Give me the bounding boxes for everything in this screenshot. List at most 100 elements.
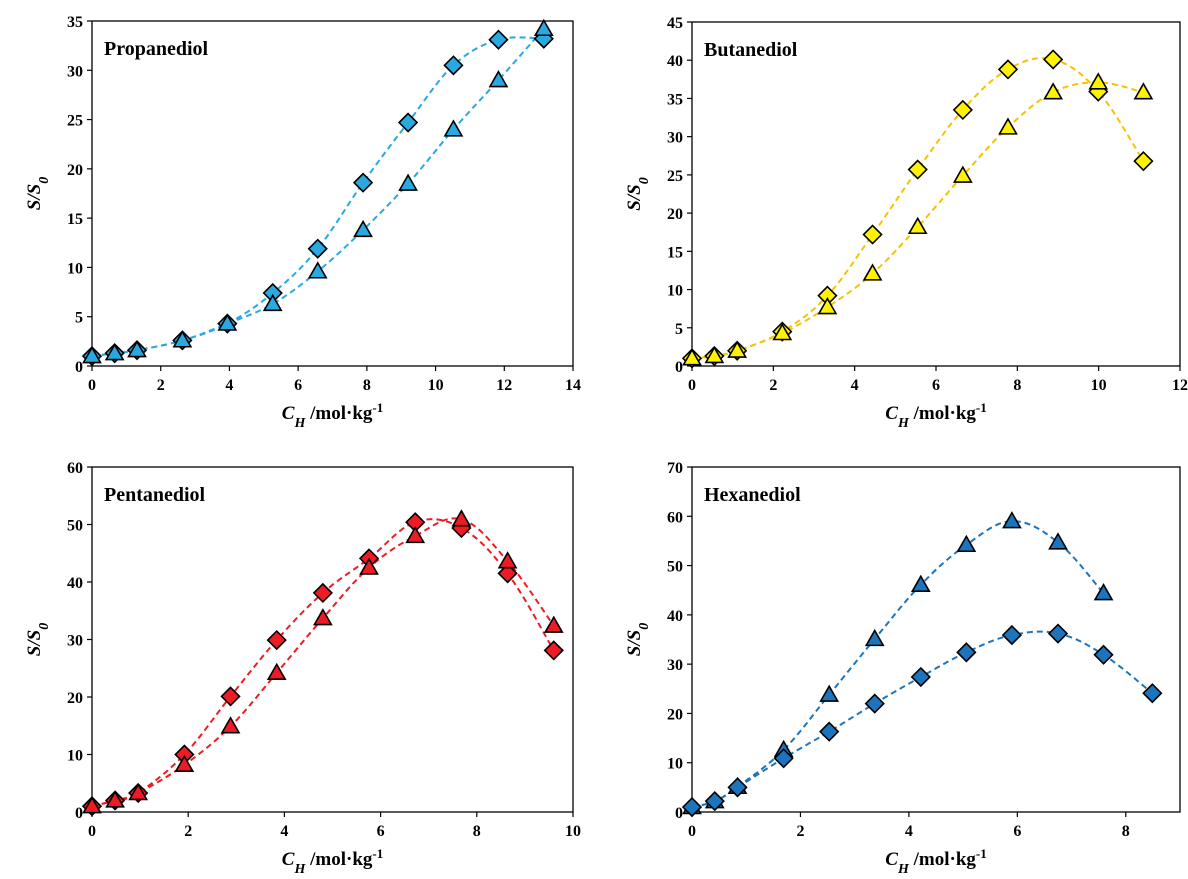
x-tick-label: 0 — [688, 823, 696, 840]
plot-frame — [91, 20, 574, 367]
y-tick-label: 35 — [667, 91, 683, 108]
data-point-triangle — [405, 525, 426, 544]
data-point-diamond — [1047, 623, 1069, 644]
x-tick-label: 2 — [769, 377, 777, 394]
data-point-triangle — [451, 509, 472, 527]
panel-title: Butanediol — [704, 39, 798, 61]
data-point-triangle — [1043, 82, 1063, 100]
x-tick-label: 8 — [1122, 823, 1130, 840]
data-point-triangle — [266, 662, 287, 681]
data-point-triangle — [819, 684, 840, 702]
data-point-diamond — [1042, 49, 1064, 70]
y-tick-label: 40 — [667, 53, 683, 70]
panel-hexanediol: 0 2 4 6 8 0 10 20 30 40 50 60 70 Hexanediol S/S0 CH /mo… — [624, 460, 1181, 877]
data-point-triangle — [956, 534, 977, 553]
panel-title: Propanediol — [104, 38, 209, 60]
x-tick-label: 8 — [473, 823, 481, 840]
x-tick-label: 10 — [1091, 377, 1107, 394]
data-point-triangle — [533, 18, 554, 37]
panel-title: Hexanediol — [704, 484, 801, 506]
y-tick-label: 15 — [67, 211, 83, 228]
y-tick-label: 10 — [667, 283, 683, 300]
data-point-diamond — [1142, 683, 1163, 704]
y-axis-label: S/S0 — [24, 623, 52, 656]
data-point-triangle — [174, 754, 195, 773]
y-tick-label: 50 — [667, 559, 683, 576]
y-tick-label: 25 — [67, 113, 83, 130]
panel-butanediol: 0 2 4 6 8 10 12 0 5 10 15 20 25 30 35 40 45 Butanediol S/S… — [624, 15, 1188, 431]
data-point-triangle — [443, 119, 464, 137]
y-tick-label: 20 — [667, 206, 683, 223]
data-point-diamond — [307, 238, 328, 259]
x-tick-label: 10 — [428, 377, 444, 394]
data-point-diamond — [397, 112, 419, 133]
data-point-diamond — [862, 224, 883, 245]
x-tick-label: 2 — [157, 377, 165, 394]
x-tick-label: 6 — [1013, 823, 1021, 840]
y-tick-label: 10 — [67, 260, 83, 277]
data-point-diamond — [997, 59, 1019, 80]
y-axis-label: S/S0 — [624, 623, 652, 656]
data-point-triangle — [217, 313, 238, 331]
data-point-triangle — [127, 340, 147, 358]
data-point-triangle — [772, 323, 793, 341]
x-tick-label: 4 — [225, 377, 233, 394]
x-tick-label: 2 — [796, 823, 804, 840]
y-tick-label: 20 — [67, 690, 83, 707]
x-tick-label: 0 — [688, 377, 696, 394]
data-point-diamond — [497, 563, 518, 584]
y-tick-label: 5 — [75, 310, 83, 327]
data-point-triangle — [682, 348, 702, 366]
data-point-diamond — [819, 721, 840, 742]
data-point-diamond — [910, 666, 931, 688]
data-point-triangle — [1093, 583, 1114, 601]
x-axis-label: CH /mol·kg-1 — [885, 400, 986, 431]
y-tick-label: 0 — [75, 359, 83, 376]
data-point-diamond — [704, 791, 725, 812]
fit-curve-diamond — [91, 36, 544, 358]
data-point-diamond — [488, 29, 509, 50]
y-tick-label: 40 — [667, 608, 683, 625]
x-tick-label: 6 — [377, 823, 385, 840]
x-tick-label: 12 — [496, 377, 512, 394]
data-point-triangle — [497, 551, 518, 569]
data-point-triangle — [1048, 532, 1068, 550]
fit-curve-diamond — [91, 518, 555, 808]
data-point-diamond — [952, 99, 973, 121]
data-point-triangle — [82, 796, 102, 814]
data-point-triangle — [128, 782, 149, 801]
data-point-diamond — [220, 686, 241, 707]
y-tick-label: 70 — [667, 460, 683, 477]
data-point-diamond — [681, 796, 703, 818]
panel-pentanediol: 0 2 4 6 8 10 0 10 20 30 40 50 60 Pentanediol S/S0 CH /m… — [24, 460, 581, 877]
x-axis-label: CH /mol·kg-1 — [885, 846, 986, 877]
fit-curve-triangle — [91, 28, 545, 358]
data-point-triangle — [1002, 511, 1022, 529]
data-point-triangle — [952, 165, 973, 183]
data-point-triangle — [104, 343, 125, 361]
plot-frame — [91, 466, 574, 813]
fit-curve-triangle — [91, 517, 555, 808]
x-tick-label: 0 — [88, 377, 96, 394]
fit-curve-triangle — [691, 520, 1105, 809]
y-tick-label: 20 — [667, 706, 683, 723]
y-axis-label: S/S0 — [624, 177, 652, 210]
y-tick-label: 50 — [67, 518, 83, 535]
data-point-triangle — [172, 330, 193, 348]
data-point-triangle — [313, 608, 333, 626]
x-tick-label: 8 — [363, 377, 371, 394]
data-point-triangle — [543, 615, 564, 633]
data-point-triangle — [862, 263, 883, 281]
data-point-diamond — [352, 172, 374, 193]
data-point-diamond — [956, 642, 977, 663]
data-point-triangle — [998, 117, 1018, 135]
x-tick-label: 14 — [565, 377, 581, 394]
plot-frame — [691, 21, 1181, 367]
data-point-diamond — [1001, 624, 1023, 646]
fit-curve-diamond — [691, 57, 1145, 360]
data-point-diamond — [443, 55, 464, 76]
fit-curve-diamond — [691, 630, 1153, 809]
data-point-triangle — [307, 261, 328, 279]
data-point-triangle — [488, 70, 509, 88]
